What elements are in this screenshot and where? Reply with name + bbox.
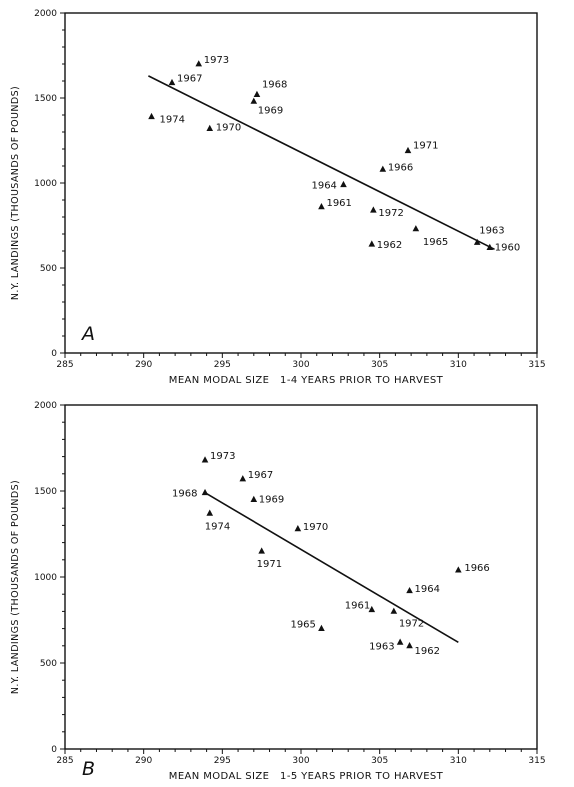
- point-label-1971: 1971: [257, 559, 282, 570]
- data-point-1967: [168, 78, 176, 86]
- point-label-1972: 1972: [378, 208, 403, 219]
- point-label-1972: 1972: [399, 618, 424, 629]
- point-label-1970: 1970: [303, 522, 328, 533]
- data-point-1972: [370, 206, 377, 213]
- point-label-1974: 1974: [160, 115, 185, 126]
- x-tick-label-b: 315: [528, 756, 545, 766]
- y-tick-label-b: 1000: [34, 573, 57, 583]
- point-label-1973: 1973: [204, 55, 229, 66]
- y-axis-label-a: N.Y. LANDINGS (THOUSANDS OF POUNDS): [10, 86, 21, 300]
- point-label-1969: 1969: [258, 105, 283, 116]
- point-label-1973: 1973: [210, 451, 235, 462]
- data-point-1966: [455, 566, 462, 573]
- x-tick-label-b: 305: [371, 756, 388, 766]
- panel-a-scatter-chart: 285 290 295 300 305 310 315 0 500 1000 1500 2000 MEA…: [10, 9, 546, 386]
- data-point-1973: [195, 60, 203, 67]
- x-tick-label-b: 285: [56, 756, 73, 766]
- point-label-1965: 1965: [423, 237, 448, 248]
- regression-line-b: [204, 492, 459, 644]
- y-tick-label-b: 500: [40, 659, 57, 669]
- x-tick-label-a: 310: [450, 360, 467, 370]
- point-label-1967: 1967: [248, 470, 273, 481]
- x-tick-label-b: 290: [135, 756, 152, 766]
- data-point-1974: [148, 112, 155, 120]
- plot-frame-b: [64, 404, 538, 750]
- point-label-1966: 1966: [464, 563, 489, 574]
- x-tick-label-a: 290: [135, 360, 152, 370]
- x-tick-label-a: 300: [292, 360, 309, 370]
- data-point-1968: [201, 488, 209, 496]
- point-label-1965: 1965: [290, 620, 315, 631]
- panel-label-a: A: [80, 323, 95, 345]
- data-point-1972: [390, 607, 398, 614]
- point-label-1961: 1961: [345, 601, 370, 612]
- data-point-1971: [404, 146, 412, 154]
- data-point-1969: [250, 495, 258, 502]
- y-tick-label-a: 500: [40, 264, 57, 274]
- x-tick-label-a: 285: [56, 360, 73, 370]
- data-point-1973: [201, 456, 209, 463]
- y-tick-label-b: 1500: [34, 487, 57, 497]
- point-label-1968: 1968: [172, 489, 197, 500]
- y-tick-label-b: 2000: [34, 401, 57, 411]
- point-label-1969: 1969: [259, 495, 284, 506]
- point-label-1962: 1962: [415, 646, 440, 657]
- x-tick-label-b: 310: [450, 756, 467, 766]
- data-point-1960: [486, 243, 494, 250]
- data-point-1962: [368, 240, 376, 247]
- point-label-1963: 1963: [479, 226, 504, 237]
- x-axis-label-a: MEAN MODAL SIZE 1-4 YEARS PRIOR TO HARVE…: [169, 375, 444, 386]
- data-point-1967: [239, 475, 247, 482]
- point-label-1971: 1971: [413, 141, 438, 152]
- data-point-1961: [368, 605, 376, 613]
- point-label-1964: 1964: [311, 181, 336, 192]
- x-tick-label-b: 300: [292, 756, 309, 766]
- data-point-1963: [473, 238, 481, 245]
- y-tick-label-a: 2000: [34, 9, 57, 19]
- data-point-1965: [318, 624, 325, 631]
- point-label-1968: 1968: [262, 80, 287, 91]
- point-label-1963: 1963: [369, 641, 394, 652]
- panel-label-b: B: [82, 758, 95, 780]
- regression-line-a: [148, 75, 495, 251]
- point-label-1966: 1966: [388, 162, 413, 173]
- point-label-1962: 1962: [377, 240, 402, 251]
- data-point-1965: [412, 225, 420, 232]
- plot-frame-a: [64, 12, 538, 354]
- data-point-1961: [318, 203, 325, 210]
- data-point-1964: [406, 586, 413, 594]
- data-point-1968: [253, 90, 261, 97]
- y-tick-label-a: 1500: [34, 94, 57, 104]
- point-label-1961: 1961: [326, 198, 351, 209]
- point-label-1967: 1967: [177, 74, 202, 85]
- point-label-1974: 1974: [205, 521, 230, 532]
- y-axis-label-b: N.Y. LANDINGS (THOUSANDS OF POUNDS): [10, 480, 21, 694]
- x-tick-label-a: 295: [214, 360, 231, 370]
- data-point-1969: [250, 97, 258, 104]
- x-tick-label-b: 295: [214, 756, 231, 766]
- x-tick-label-a: 315: [528, 360, 545, 370]
- data-point-1970: [206, 124, 214, 131]
- point-label-1964: 1964: [415, 584, 440, 595]
- y-tick-label-a: 1000: [34, 179, 57, 189]
- data-point-1974: [206, 509, 214, 516]
- y-tick-label-b: 0: [51, 745, 57, 755]
- data-point-1966: [379, 165, 387, 172]
- panel-b-scatter-chart: 285 290 295 300 305 310 315 0 500 1000 1500 2000 MEA…: [10, 401, 546, 782]
- data-point-1964: [340, 180, 347, 188]
- data-point-1962: [406, 642, 413, 649]
- x-tick-label-a: 305: [371, 360, 388, 370]
- x-axis-label-b: MEAN MODAL SIZE 1-5 YEARS PRIOR TO HARVE…: [169, 771, 444, 782]
- data-point-1971: [258, 547, 265, 554]
- data-point-1970: [294, 525, 302, 532]
- point-label-1960: 1960: [495, 243, 520, 254]
- y-tick-label-a: 0: [51, 349, 57, 359]
- data-point-1963: [396, 638, 404, 645]
- point-label-1970: 1970: [216, 123, 241, 134]
